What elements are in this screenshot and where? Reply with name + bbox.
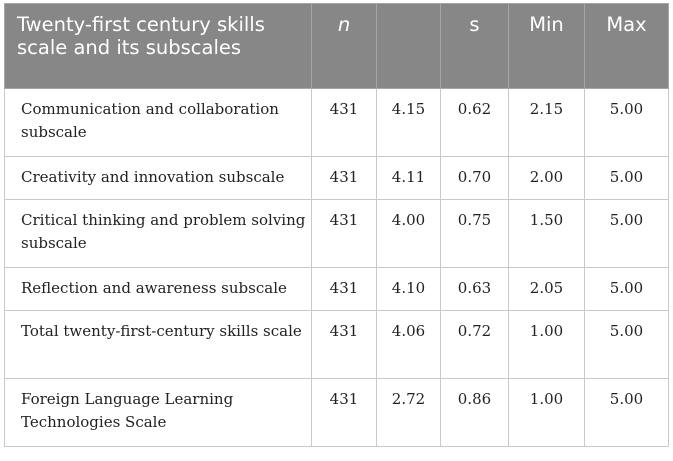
cell-mean: 4.11 [376,156,441,200]
table-row: Foreign Language Learning Technologies S… [4,378,669,447]
table-row: Total twenty-first-century skills scale … [4,310,669,379]
cell-min: 2.00 [508,156,585,200]
cell-n: 431 [311,310,377,379]
table-row: Reflection and awareness subscale 431 4.… [4,267,669,311]
cell-s: 0.72 [440,310,509,379]
cell-max: 5.00 [584,310,669,379]
cell-mean: 2.72 [376,378,441,447]
cell-s: 0.63 [440,267,509,311]
header-max: Max [584,3,669,89]
cell-s: 0.70 [440,156,509,200]
cell-n: 431 [311,156,377,200]
cell-max: 5.00 [584,199,669,268]
row-label: Creativity and innovation subscale [4,156,312,200]
table-row: Communication and collaboration subscale… [4,88,669,157]
cell-max: 5.00 [584,156,669,200]
header-s: s [440,3,509,89]
row-label: Foreign Language Learning Technologies S… [4,378,312,447]
row-label: Critical thinking and problem solving su… [4,199,312,268]
table-row: Creativity and innovation subscale 431 4… [4,156,669,200]
cell-mean: 4.10 [376,267,441,311]
cell-mean: 4.00 [376,199,441,268]
cell-n: 431 [311,267,377,311]
cell-n: 431 [311,88,377,157]
cell-min: 1.00 [508,378,585,447]
row-label: Total twenty-first-century skills scale [4,310,312,379]
header-min: Min [508,3,585,89]
cell-mean: 4.15 [376,88,441,157]
table-header: Twenty-first century skills scale and it… [4,3,669,89]
cell-min: 1.00 [508,310,585,379]
cell-max: 5.00 [584,267,669,311]
cell-min: 1.50 [508,199,585,268]
header-n: n [311,3,377,89]
cell-min: 2.15 [508,88,585,157]
cell-n: 431 [311,199,377,268]
statistics-table: Twenty-first century skills scale and it… [4,3,669,447]
table-row: Critical thinking and problem solving su… [4,199,669,268]
header-scale: Twenty-first century skills scale and it… [4,3,312,89]
cell-s: 0.75 [440,199,509,268]
row-label: Communication and collaboration subscale [4,88,312,157]
cell-s: 0.62 [440,88,509,157]
row-label: Reflection and awareness subscale [4,267,312,311]
header-mean [376,3,441,89]
cell-max: 5.00 [584,378,669,447]
cell-n: 431 [311,378,377,447]
cell-mean: 4.06 [376,310,441,379]
cell-max: 5.00 [584,88,669,157]
cell-s: 0.86 [440,378,509,447]
cell-min: 2.05 [508,267,585,311]
